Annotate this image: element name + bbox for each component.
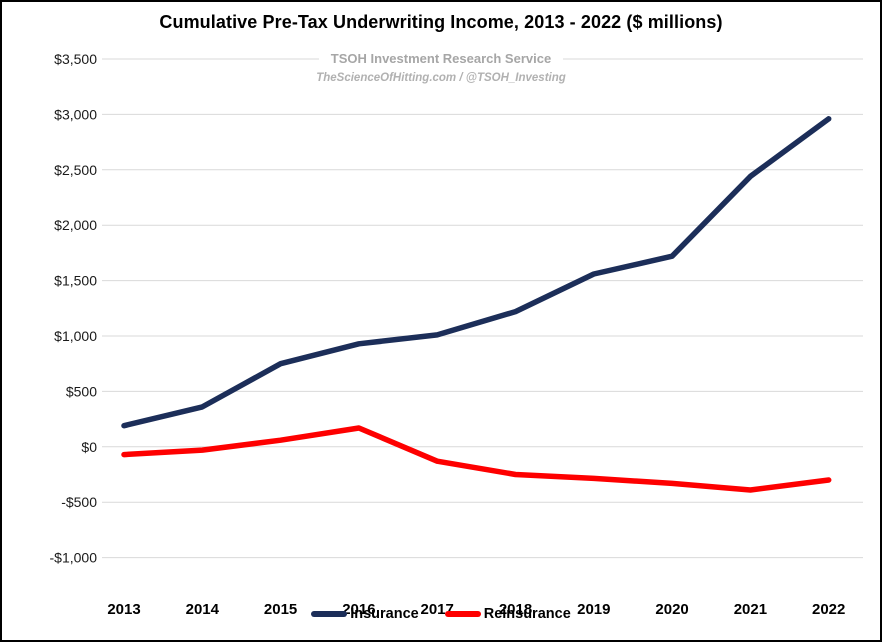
chart-title: Cumulative Pre-Tax Underwriting Income, … [159, 12, 723, 32]
y-axis-tick-label: $3,500 [54, 51, 97, 67]
x-axis-year-label: 2020 [655, 601, 688, 618]
x-axis-year-label: 2018 [499, 601, 532, 618]
y-axis-tick-label: $1,000 [54, 328, 97, 344]
y-axis-tick-label: $2,000 [54, 217, 97, 233]
legend-item-reinsurance: Reinsurance [444, 606, 571, 622]
insurance-line-swatch [311, 611, 348, 617]
y-axis-tick-label: $2,500 [54, 162, 97, 178]
y-axis-tick-label: $0 [81, 439, 97, 455]
x-axis-year-label: 2021 [734, 601, 767, 618]
y-axis-tick-label: $1,500 [54, 273, 97, 289]
x-axis-year-label: 2016 [342, 601, 375, 618]
chart-tagline: TheScienceOfHitting.com / @TSOH_Investin… [316, 72, 566, 84]
y-axis-tick-label: $500 [66, 383, 97, 399]
insurance-line [121, 116, 832, 429]
y-axis-tick-label: $3,000 [54, 106, 97, 122]
y-axis-tick-labels: $3,500 $3,000 $2,500 $2,000 $1,500 $1,000 $500… [50, 51, 98, 566]
x-axis-year-label: 2022 [812, 601, 845, 618]
legend: Insurance Reinsurance [2, 606, 880, 622]
x-axis-year-label: 2019 [577, 601, 610, 618]
y-axis-tick-label: -$500 [61, 494, 97, 510]
gridlines [102, 58, 863, 559]
reinsurance-line-swatch [444, 611, 481, 617]
x-axis-year-label: 2015 [264, 601, 297, 618]
x-axis-labels: 2013 2014 2015 2016 2017 2018 2019 2020 2021 2022 [107, 601, 845, 618]
legend-label-reinsurance: Reinsurance [483, 606, 571, 622]
x-axis-year-label: 2013 [107, 601, 140, 618]
y-axis-tick-label: -$1,000 [50, 550, 98, 566]
reinsurance-line [121, 425, 832, 493]
legend-label-insurance: Insurance [350, 606, 419, 622]
legend-item-insurance: Insurance [311, 606, 419, 622]
x-axis-year-label: 2014 [186, 601, 220, 618]
